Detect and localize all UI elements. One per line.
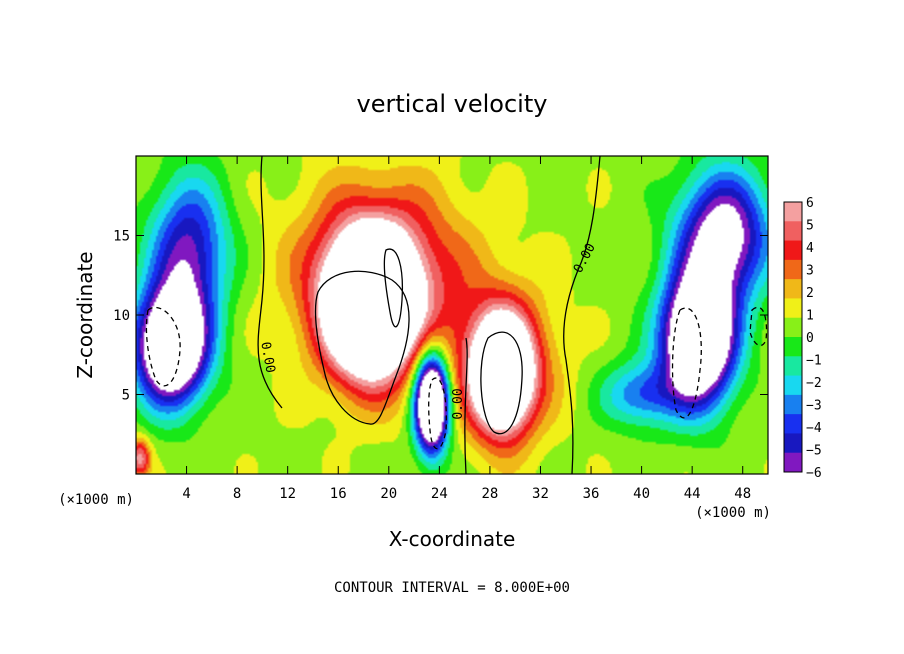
x-tick-label: 36 — [583, 486, 600, 502]
updraft-contour-right — [480, 331, 523, 435]
downdraft-contour-right — [671, 307, 702, 419]
colorbar: 6 5 4 3 2 1 0 −1 −2 −3 −4 −5 −6 — [783, 196, 822, 481]
colorbar-label: 6 — [806, 196, 814, 211]
x-tick-label: 44 — [684, 486, 701, 502]
x-tick-label: 24 — [431, 486, 448, 502]
y-tick-label: 5 — [122, 388, 130, 404]
colorbar-swatch — [784, 433, 802, 454]
contour-label: 0.00 — [257, 341, 277, 374]
x-unit-right: (×1000 m) — [695, 505, 771, 521]
zero-contour-left — [257, 155, 283, 409]
updraft-contour-inner — [383, 248, 404, 328]
colorbar-swatch — [784, 356, 802, 377]
colorbar-label: −6 — [806, 466, 822, 481]
downdraft-contour-left — [145, 306, 181, 387]
contour-interval-note: CONTOUR INTERVAL = 8.000E+00 — [334, 580, 570, 596]
chart-title: vertical velocity — [357, 90, 548, 118]
colorbar-label: −5 — [806, 444, 822, 459]
x-tick-label: 20 — [380, 486, 397, 502]
x-axis-label: X-coordinate — [389, 527, 516, 551]
colorbar-label: 0 — [806, 331, 814, 346]
colorbar-label: −2 — [806, 376, 822, 391]
colorbar-label: −1 — [806, 354, 822, 369]
contour-lines — [145, 155, 768, 475]
x-tick-label: 48 — [734, 486, 751, 502]
colorbar-swatch — [784, 202, 802, 222]
colorbar-swatch — [784, 259, 802, 280]
colorbar-swatch — [784, 298, 802, 319]
x-tick-label: 4 — [182, 486, 190, 502]
x-unit-left: (×1000 m) — [58, 492, 134, 508]
velocity-field-image — [136, 156, 768, 474]
contour-labels: 0.000.000.00 — [257, 241, 599, 420]
colorbar-label: −4 — [806, 421, 822, 436]
colorbar-frame — [783, 201, 803, 473]
y-axis-label: Z-coordinate — [73, 251, 97, 378]
y-axis: 5 10 15 — [113, 229, 768, 404]
updraft-contour-main — [314, 270, 410, 425]
x-axis: 4 8 12 16 20 24 28 32 36 40 44 48 — [182, 156, 751, 502]
colorbar-label: 5 — [806, 219, 814, 234]
colorbar-label: 3 — [806, 264, 814, 279]
y-tick-label: 15 — [113, 229, 130, 245]
downdraft-contour-center — [428, 377, 448, 450]
colorbar-swatch — [784, 394, 802, 415]
x-tick-label: 28 — [481, 486, 498, 502]
colorbar-swatch — [784, 452, 802, 473]
colorbar-swatch — [784, 221, 802, 242]
plot-area: 0.000.000.00 — [135, 155, 769, 475]
colorbar-label: −3 — [806, 399, 822, 414]
colorbar-swatch — [784, 279, 802, 299]
contour-label: 0.00 — [451, 388, 466, 419]
colorbar-swatch — [784, 240, 802, 261]
colorbar-label: 2 — [806, 286, 814, 301]
x-tick-label: 8 — [233, 486, 241, 502]
colorbar-swatch — [784, 317, 802, 338]
x-tick-label: 40 — [633, 486, 650, 502]
downdraft-contour-far-right — [749, 306, 768, 347]
zero-contour-mid — [464, 337, 468, 475]
zero-contour-right — [563, 155, 601, 475]
x-tick-label: 16 — [330, 486, 347, 502]
colorbar-swatch — [784, 337, 802, 357]
colorbar-swatch — [784, 414, 802, 434]
colorbar-label: 1 — [806, 309, 814, 324]
x-tick-label: 12 — [279, 486, 296, 502]
colorbar-label: 4 — [806, 241, 814, 256]
x-tick-label: 32 — [532, 486, 549, 502]
colorbar-swatch — [784, 375, 802, 396]
y-tick-label: 10 — [113, 308, 130, 324]
